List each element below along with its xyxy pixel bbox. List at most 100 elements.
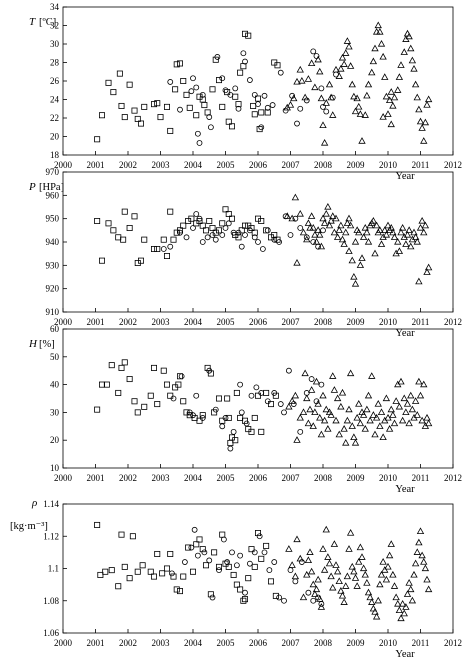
pressure-point-triangle	[299, 228, 308, 236]
temperature-point-circle	[320, 104, 326, 110]
temperature-point-triangle	[296, 65, 304, 73]
pressure-point-triangle	[421, 221, 430, 229]
temperature-point-square	[215, 77, 222, 84]
density-point-triangle	[390, 582, 399, 589]
temperature-point-triangle	[374, 21, 382, 29]
density-point-triangle	[307, 567, 316, 575]
temperature-point-circle	[227, 91, 234, 98]
humidity-point-triangle	[291, 391, 300, 399]
temperature-point-triangle	[290, 94, 298, 102]
humidity-point-square	[248, 428, 255, 435]
density-point-triangle	[335, 577, 343, 584]
pressure-point-triangle	[381, 226, 389, 233]
density-point-square	[126, 575, 133, 582]
density-point-triangle	[374, 596, 382, 604]
temperature-point-triangle	[400, 48, 408, 55]
pressure-point-square	[241, 222, 248, 229]
temperature-point-triangle	[325, 80, 334, 88]
temperature-point-square	[251, 111, 258, 118]
density-point-triangle	[322, 525, 330, 533]
humidity-point-circle	[281, 409, 287, 416]
density-point-triangle	[372, 612, 381, 620]
density-point-circle	[168, 570, 175, 577]
density-point-triangle	[311, 590, 319, 597]
humidity-point-triangle	[306, 405, 314, 413]
humidity-point-circle	[290, 401, 297, 407]
temperature-point-triangle	[286, 101, 295, 108]
density-point-triangle	[353, 582, 361, 589]
density-point-triangle	[358, 553, 366, 560]
temperature-x-tick-label: 2011	[412, 160, 430, 170]
temperature-y-tick-label: 20	[50, 132, 60, 142]
humidity-point-square	[126, 376, 133, 383]
humidity-y-tick-label: 50	[50, 352, 60, 362]
pressure-x-tick-label: 2010	[379, 317, 398, 327]
pressure-point-triangle	[343, 219, 352, 226]
temperature-point-triangle	[353, 94, 361, 102]
temperature-point-circle	[318, 85, 325, 92]
density-point-square	[267, 578, 274, 585]
density-point-square	[196, 536, 203, 543]
density-point-square	[118, 531, 125, 538]
density-point-triangle	[346, 529, 355, 536]
pressure-y-tick-label: 910	[46, 307, 60, 317]
pressure-point-triangle	[330, 228, 339, 236]
pressure-point-triangle	[317, 242, 326, 250]
temperature-x-tick-label: 2002	[119, 160, 137, 170]
humidity-point-triangle	[402, 408, 410, 416]
temperature-point-circle	[258, 124, 265, 131]
density-point-square	[129, 533, 136, 540]
humidity-point-circle	[285, 367, 292, 374]
density-point-circle	[292, 578, 299, 585]
humidity-point-triangle	[303, 394, 311, 402]
density-x-tick-label: 2000	[54, 638, 73, 648]
pressure-point-triangle	[312, 237, 321, 245]
density-point-square	[185, 544, 192, 551]
humidity-point-square	[147, 392, 154, 399]
humidity-x-tick-label: 2004	[184, 473, 203, 483]
density-point-triangle	[312, 585, 321, 593]
temperature-x-tick-label: 2005	[217, 160, 236, 170]
humidity-point-square	[225, 414, 232, 421]
humidity-point-square	[263, 389, 270, 396]
density-point-square	[102, 568, 109, 575]
density-x-tick-label: 2009	[347, 638, 366, 648]
density-point-square	[94, 521, 101, 528]
humidity-point-triangle	[353, 413, 361, 421]
temperature-point-triangle	[387, 88, 395, 95]
density-point-circle	[305, 589, 312, 596]
pressure-point-square	[105, 220, 112, 227]
density-point-triangle	[361, 570, 369, 578]
density-point-triangle	[364, 588, 373, 596]
humidity-point-triangle	[285, 402, 293, 410]
density-point-circle	[256, 533, 263, 540]
humidity-point-triangle	[351, 438, 360, 446]
density-point-triangle	[405, 578, 413, 586]
humidity-x-tick-label: 2009	[347, 473, 366, 483]
density-point-circle	[298, 559, 305, 565]
temperature-point-triangle	[355, 102, 363, 110]
pressure-point-triangle	[363, 228, 371, 236]
density-point-square	[263, 542, 270, 549]
humidity-point-circle	[193, 392, 200, 399]
pressure-point-circle	[287, 232, 294, 238]
density-point-square	[241, 596, 248, 603]
humidity-point-square	[227, 439, 234, 446]
density-x-tick-label: 2008	[314, 638, 333, 648]
density-point-circle	[281, 597, 287, 604]
humidity-point-square	[241, 417, 248, 424]
pressure-point-triangle	[418, 216, 426, 224]
humidity-point-triangle	[407, 391, 415, 399]
density-point-square	[150, 573, 157, 580]
density-plot-frame	[62, 503, 454, 634]
humidity-point-square	[211, 409, 218, 416]
temperature-point-triangle	[371, 44, 379, 52]
humidity-point-triangle	[312, 377, 321, 385]
pressure-y-axis-unit: [HPa]	[39, 182, 64, 193]
temperature-point-triangle	[337, 64, 345, 72]
pressure-point-triangle	[398, 223, 407, 231]
density-point-square	[254, 530, 261, 537]
density-point-triangle	[416, 527, 425, 535]
humidity-point-circle	[258, 390, 265, 396]
temperature-point-square	[167, 127, 174, 134]
